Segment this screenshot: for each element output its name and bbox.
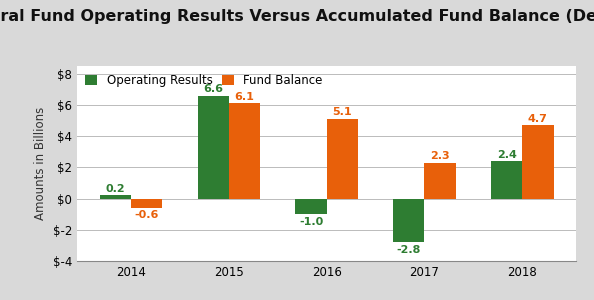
Text: -0.6: -0.6 <box>135 210 159 220</box>
Text: 2.3: 2.3 <box>430 151 450 161</box>
Bar <box>327 119 358 199</box>
Bar <box>491 161 522 199</box>
Text: 2.4: 2.4 <box>497 150 517 160</box>
Bar <box>131 199 163 208</box>
Bar <box>229 103 260 199</box>
Text: -2.8: -2.8 <box>397 244 421 255</box>
Text: 4.7: 4.7 <box>528 114 548 124</box>
Bar <box>198 96 229 199</box>
Text: 6.6: 6.6 <box>203 84 223 94</box>
Bar <box>425 163 456 199</box>
Bar <box>393 199 425 242</box>
Text: General Fund Operating Results Versus Accumulated Fund Balance (Deficit): General Fund Operating Results Versus Ac… <box>0 9 594 24</box>
Text: 5.1: 5.1 <box>333 107 352 118</box>
Text: 6.1: 6.1 <box>235 92 254 102</box>
Bar <box>295 199 327 214</box>
Bar <box>522 125 554 199</box>
Bar <box>100 196 131 199</box>
Text: -1.0: -1.0 <box>299 217 323 226</box>
Legend: Operating Results, Fund Balance: Operating Results, Fund Balance <box>83 72 325 90</box>
Text: 0.2: 0.2 <box>106 184 125 194</box>
Y-axis label: Amounts in Billions: Amounts in Billions <box>34 107 48 220</box>
